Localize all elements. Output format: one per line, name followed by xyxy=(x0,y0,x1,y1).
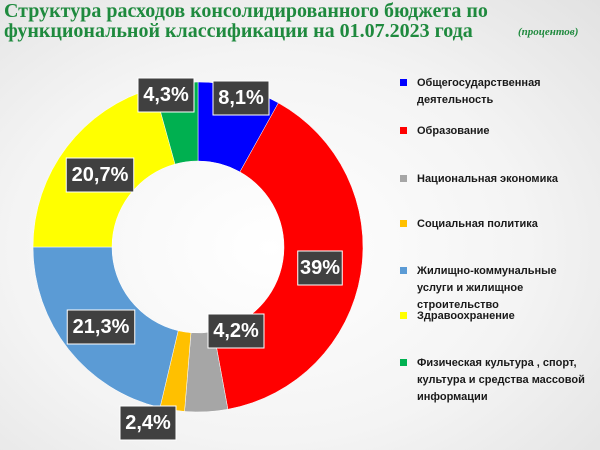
legend-item-7: Физическая культура , спорт, культура и … xyxy=(400,355,595,406)
data-label-box-3 xyxy=(207,313,265,349)
legend-label-7: Физическая культура , спорт, культура и … xyxy=(417,357,585,403)
legend-marker-5 xyxy=(400,267,407,274)
slices-group xyxy=(32,81,364,413)
data-label-box-6 xyxy=(65,157,135,193)
data-label-text-5: 21,3% xyxy=(73,316,130,338)
legend-label-4: Социальная политика xyxy=(417,218,538,230)
data-label-3: 4,2% xyxy=(207,313,265,349)
data-labels-group: 8,1% 39% 4,2% 2,4% 21,3% 20,7% 4,3% xyxy=(65,77,343,441)
data-label-box-5 xyxy=(66,309,136,345)
data-label-box-4 xyxy=(119,405,177,441)
legend-item-6: Здравоохранение xyxy=(400,308,595,325)
legend-label-2: Образование xyxy=(417,125,490,137)
data-label-text-2: 39% xyxy=(300,257,340,279)
legend-item-1: Общегосударственная деятельность xyxy=(400,75,595,109)
data-label-box-7 xyxy=(137,77,195,113)
data-label-box-1 xyxy=(212,80,270,116)
legend-item-2: Образование xyxy=(400,123,595,140)
data-label-1: 8,1% xyxy=(212,80,270,116)
data-label-text-6: 20,7% xyxy=(72,164,129,186)
units-label: (процентов) xyxy=(518,26,579,38)
legend-label-1: Общегосударственная деятельность xyxy=(417,77,541,106)
data-label-text-7: 4,3% xyxy=(143,84,189,106)
legend-marker-7 xyxy=(400,359,407,366)
data-label-5: 21,3% xyxy=(66,309,136,345)
data-label-text-3: 4,2% xyxy=(213,320,259,342)
data-label-6: 20,7% xyxy=(65,157,135,193)
legend-marker-6 xyxy=(400,312,407,319)
data-label-7: 4,3% xyxy=(137,77,195,113)
legend: Общегосударственная деятельность Образова… xyxy=(400,75,595,415)
legend-marker-1 xyxy=(400,79,407,86)
data-label-4: 2,4% xyxy=(119,405,177,441)
legend-marker-2 xyxy=(400,127,407,134)
data-label-text-4: 2,4% xyxy=(125,412,171,434)
data-label-box-2 xyxy=(297,250,343,286)
legend-label-3: Национальная экономика xyxy=(417,173,558,185)
legend-item-4: Социальная политика xyxy=(400,216,595,233)
legend-item-3: Национальная экономика xyxy=(400,171,595,188)
legend-label-5: Жилищно-коммунальные услуги и жилищное с… xyxy=(417,265,557,311)
legend-label-6: Здравоохранение xyxy=(417,310,515,322)
chart-title: Структура расходов консолидированного бю… xyxy=(4,0,488,42)
data-label-text-1: 8,1% xyxy=(218,87,264,109)
legend-marker-4 xyxy=(400,220,407,227)
legend-marker-3 xyxy=(400,175,407,182)
legend-item-5: Жилищно-коммунальные услуги и жилищное с… xyxy=(400,263,595,314)
data-label-2: 39% xyxy=(297,250,343,286)
